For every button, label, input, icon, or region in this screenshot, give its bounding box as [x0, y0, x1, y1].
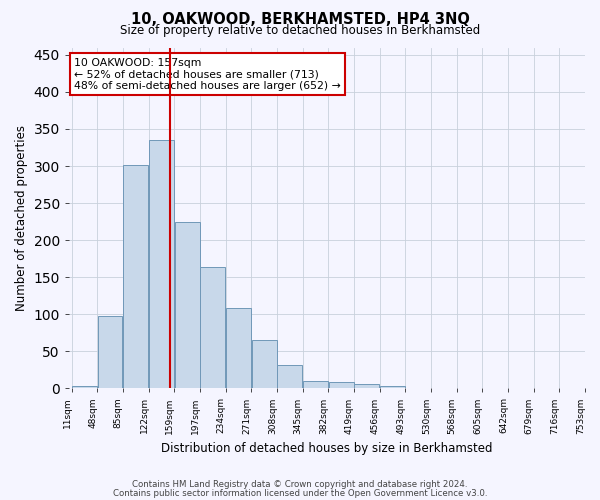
Bar [355, 384, 379, 388]
Bar [123, 164, 148, 388]
X-axis label: Distribution of detached houses by size in Berkhamsted: Distribution of detached houses by size … [161, 442, 493, 455]
Text: Size of property relative to detached houses in Berkhamsted: Size of property relative to detached ho… [120, 24, 480, 37]
Bar [251, 340, 277, 388]
Bar [226, 308, 251, 388]
Text: Contains public sector information licensed under the Open Government Licence v3: Contains public sector information licen… [113, 489, 487, 498]
Text: 10, OAKWOOD, BERKHAMSTED, HP4 3NQ: 10, OAKWOOD, BERKHAMSTED, HP4 3NQ [131, 12, 469, 28]
Y-axis label: Number of detached properties: Number of detached properties [15, 125, 28, 311]
Bar [200, 267, 225, 388]
Text: Contains HM Land Registry data © Crown copyright and database right 2024.: Contains HM Land Registry data © Crown c… [132, 480, 468, 489]
Bar [175, 222, 200, 388]
Bar [149, 140, 174, 388]
Bar [303, 381, 328, 388]
Bar [380, 386, 405, 388]
Text: 10 OAKWOOD: 157sqm
← 52% of detached houses are smaller (713)
48% of semi-detach: 10 OAKWOOD: 157sqm ← 52% of detached hou… [74, 58, 341, 91]
Bar [329, 382, 353, 388]
Bar [98, 316, 122, 388]
Bar [277, 366, 302, 388]
Bar [72, 386, 97, 388]
